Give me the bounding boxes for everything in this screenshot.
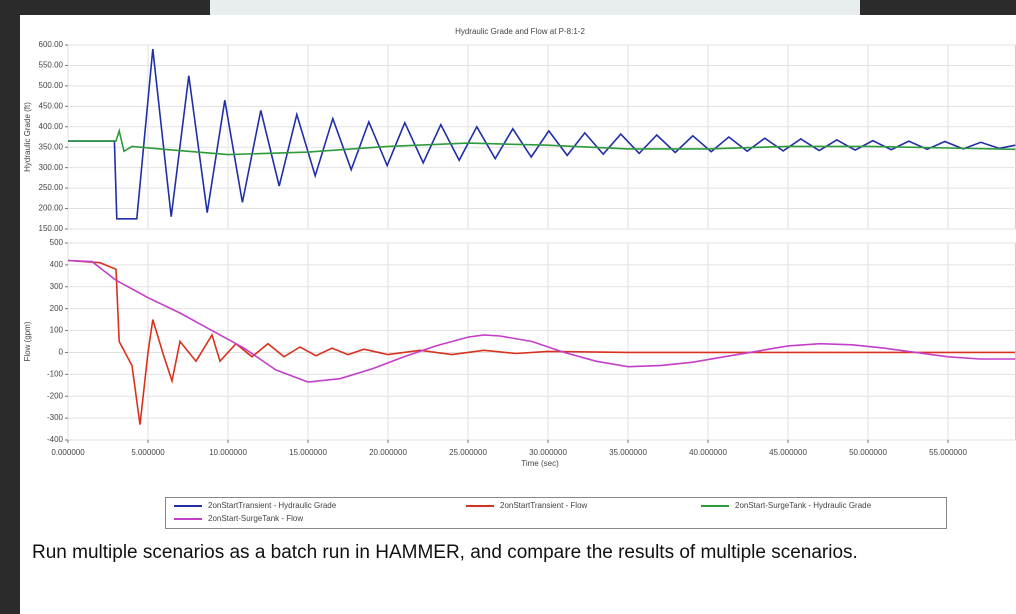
chart-title: Hydraulic Grade and Flow at P-8:1-2	[455, 27, 585, 36]
y-tick-label: 300.00	[39, 163, 64, 172]
y-tick-label: 200	[50, 304, 64, 313]
y-tick-label: -300	[47, 413, 64, 422]
x-tick-label: 20.000000	[369, 448, 407, 457]
plot-area	[68, 45, 1016, 229]
screen: Hydraulic Grade and Flow at P-8:1-2 150.…	[0, 0, 1016, 614]
legend-label: 2onStart-SurgeTank - Hydraulic Grade	[735, 501, 871, 510]
y-tick-label: 250.00	[39, 183, 64, 192]
y-tick-label: 500	[50, 238, 64, 247]
y-tick-label: -100	[47, 369, 64, 378]
legend-entry: 2onStart-SurgeTank - Hydraulic Grade	[701, 501, 871, 510]
y-tick-label: 600.00	[39, 40, 64, 49]
legend-swatch	[174, 505, 202, 507]
y-tick-label: 400.00	[39, 122, 64, 131]
y-tick-label: -400	[47, 435, 64, 444]
legend-swatch	[701, 505, 729, 507]
x-tick-label: 55.000000	[929, 448, 967, 457]
legend-label: 2onStartTransient - Hydraulic Grade	[208, 501, 336, 510]
y-tick-label: 550.00	[39, 61, 64, 70]
plot-area	[68, 243, 1016, 440]
y-axis-label: Flow (gpm)	[23, 321, 32, 361]
y-axis-label: Hydraulic Grade (ft)	[23, 102, 32, 172]
y-tick-label: 300	[50, 282, 64, 291]
x-tick-label: 45.000000	[769, 448, 807, 457]
y-tick-label: 450.00	[39, 101, 64, 110]
legend-swatch	[466, 505, 494, 507]
y-tick-label: 100	[50, 326, 64, 335]
x-tick-label: 0.000000	[51, 448, 85, 457]
legend: 2onStartTransient - Hydraulic Grade 2onSt…	[165, 497, 947, 529]
x-tick-label: 50.000000	[849, 448, 887, 457]
legend-label: 2onStartTransient - Flow	[500, 501, 587, 510]
legend-swatch	[174, 518, 202, 520]
legend-entry: 2onStartTransient - Hydraulic Grade	[174, 501, 336, 510]
legend-entry: 2onStartTransient - Flow	[466, 501, 587, 510]
x-tick-label: 25.000000	[449, 448, 487, 457]
x-tick-label: 35.000000	[609, 448, 647, 457]
y-tick-label: 400	[50, 260, 64, 269]
x-tick-label: 30.000000	[529, 448, 567, 457]
y-tick-label: 200.00	[39, 204, 64, 213]
x-tick-label: 40.000000	[689, 448, 727, 457]
legend-entry: 2onStart-SurgeTank - Flow	[174, 514, 303, 523]
y-tick-label: 500.00	[39, 81, 64, 90]
caption: Run multiple scenarios as a batch run in…	[32, 540, 992, 565]
x-tick-label: 10.000000	[209, 448, 247, 457]
y-tick-label: 350.00	[39, 142, 64, 151]
chart: Hydraulic Grade and Flow at P-8:1-2 150.…	[0, 0, 1016, 490]
legend-label: 2onStart-SurgeTank - Flow	[208, 514, 303, 523]
x-tick-label: 5.000000	[131, 448, 165, 457]
x-axis-label: Time (sec)	[521, 459, 559, 468]
y-tick-label: 0	[59, 348, 64, 357]
y-tick-label: 150.00	[39, 224, 64, 233]
x-tick-label: 15.000000	[289, 448, 327, 457]
y-tick-label: -200	[47, 391, 64, 400]
